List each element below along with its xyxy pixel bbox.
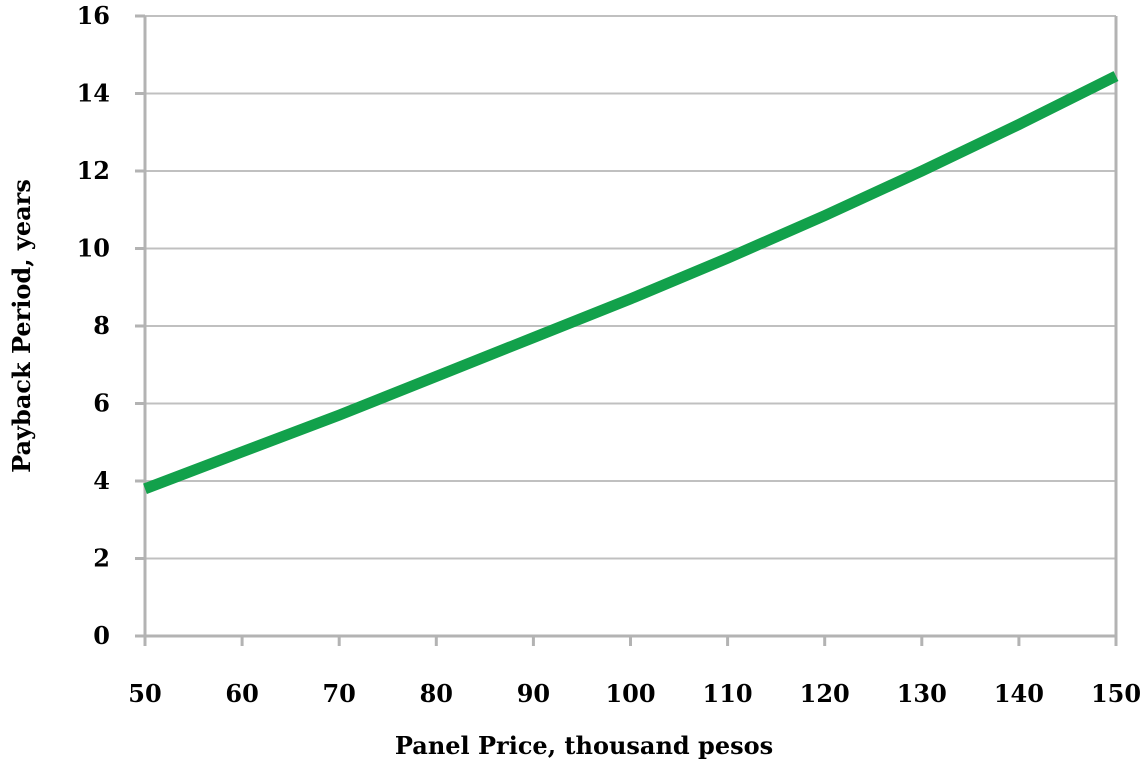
tick-labels: 0 2 4 6 8 10 12 14 16 50 60 70 80 90 100 110 120 130 140 15… xyxy=(77,1,1141,708)
x-tick-label-100: 100 xyxy=(605,679,655,708)
y-tick-label-8: 8 xyxy=(93,311,110,340)
y-tick-label-2: 2 xyxy=(93,544,110,573)
series xyxy=(145,76,1116,489)
x-tick-label-120: 120 xyxy=(800,679,850,708)
x-tick-label-70: 70 xyxy=(322,679,355,708)
axes xyxy=(135,16,1116,646)
y-tick-label-14: 14 xyxy=(77,79,110,108)
y-axis-title: Payback Period, years xyxy=(7,179,36,473)
y-tick-label-0: 0 xyxy=(93,621,110,650)
x-tick-label-110: 110 xyxy=(703,679,753,708)
y-tick-label-12: 12 xyxy=(77,156,110,185)
y-tick-label-16: 16 xyxy=(77,1,110,30)
series-line-0 xyxy=(145,76,1116,489)
x-tick-label-130: 130 xyxy=(897,679,947,708)
x-tick-label-140: 140 xyxy=(994,679,1044,708)
y-tick-label-10: 10 xyxy=(77,234,110,263)
gridlines xyxy=(145,16,1116,559)
y-tick-label-4: 4 xyxy=(93,466,110,495)
x-tick-label-80: 80 xyxy=(420,679,453,708)
y-tick-label-6: 6 xyxy=(93,389,110,418)
x-tick-label-60: 60 xyxy=(225,679,258,708)
x-tick-label-90: 90 xyxy=(517,679,550,708)
x-axis-title: Panel Price, thousand pesos xyxy=(395,731,773,760)
x-tick-label-150: 150 xyxy=(1091,679,1141,708)
x-tick-label-50: 50 xyxy=(128,679,161,708)
